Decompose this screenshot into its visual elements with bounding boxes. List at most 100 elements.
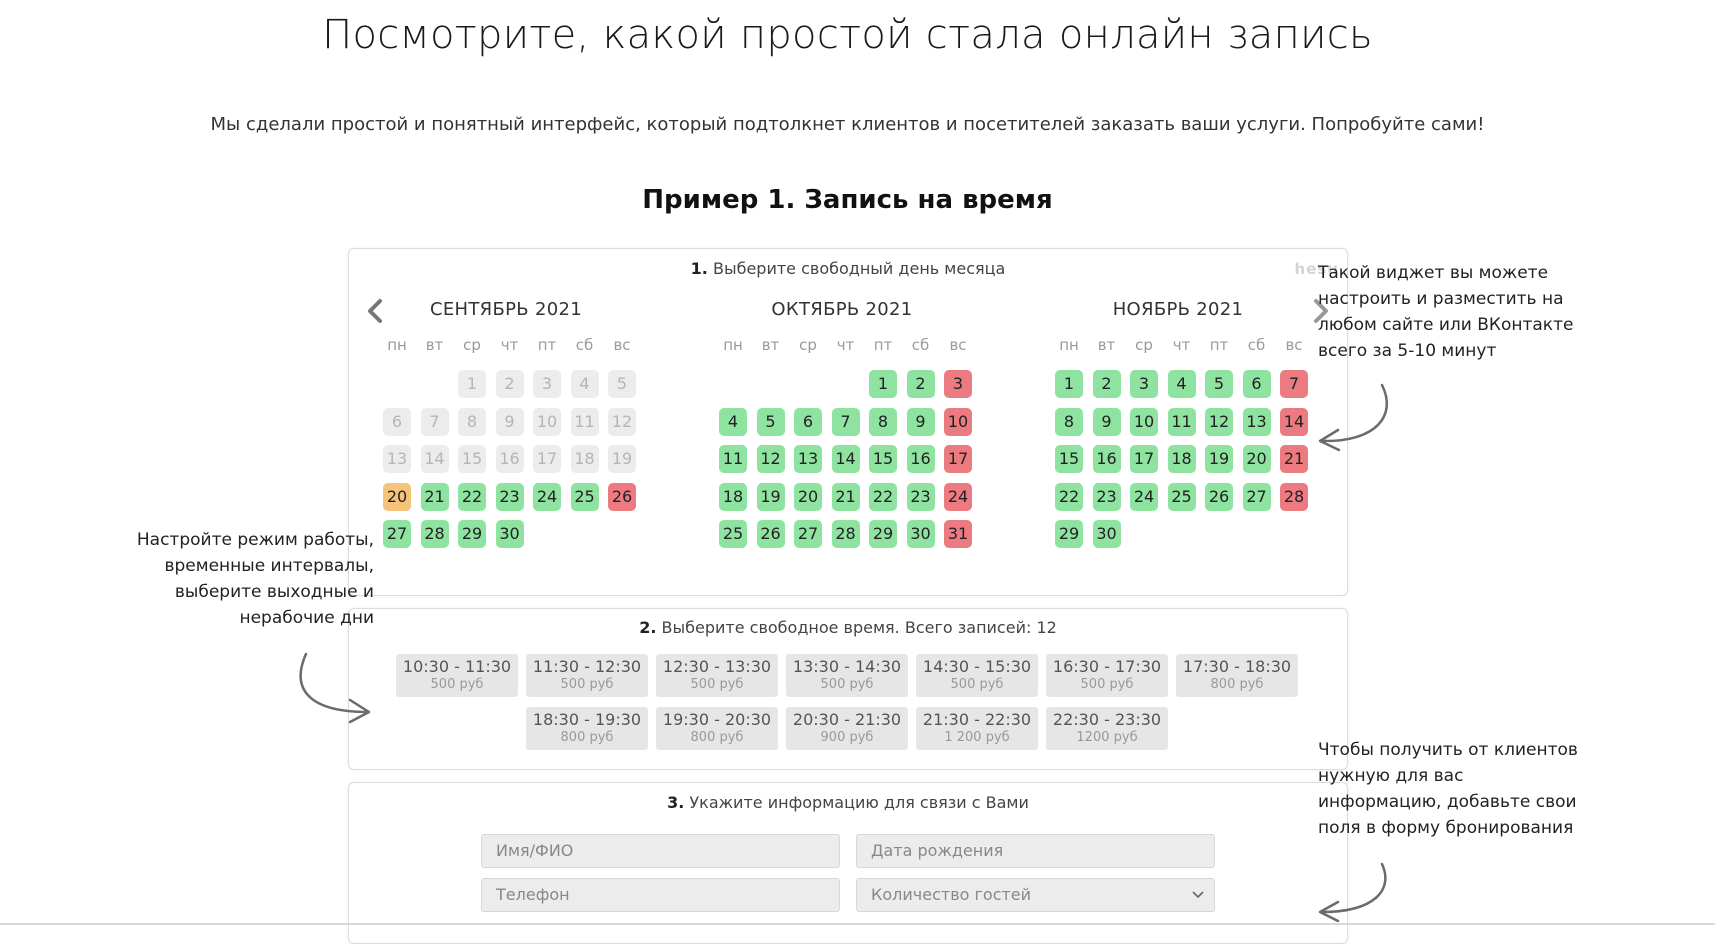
time-slot[interactable]: 19:30 - 20:30 800 руб	[656, 707, 778, 750]
calendar-day[interactable]: 7	[1280, 370, 1308, 398]
calendar-day[interactable]: 24	[533, 482, 561, 511]
time-step-text: Выберите свободное время. Всего записей:…	[661, 618, 1057, 637]
calendar-day[interactable]: 25	[570, 482, 599, 511]
time-slot[interactable]: 22:30 - 23:30 1200 руб	[1046, 707, 1168, 750]
calendar-day[interactable]: 16	[1092, 445, 1121, 473]
curved-arrow-icon	[299, 652, 371, 724]
calendar-day: 18	[570, 445, 599, 473]
calendar-day[interactable]: 22	[1055, 482, 1083, 511]
curved-arrow-icon	[1318, 383, 1388, 452]
calendar-day[interactable]: 17	[944, 445, 972, 473]
calendar-day[interactable]: 9	[906, 407, 935, 436]
calendar-day[interactable]: 3	[1130, 370, 1158, 398]
calendar-day[interactable]: 9	[1092, 407, 1121, 436]
calendar-day[interactable]: 31	[944, 520, 972, 548]
calendar-day[interactable]: 27	[383, 520, 411, 548]
phone-field[interactable]: Телефон	[481, 878, 840, 912]
calendar-day[interactable]: 25	[719, 520, 747, 548]
calendar-day[interactable]: 8	[1055, 407, 1083, 436]
guests-select[interactable]: Количество гостей	[856, 878, 1215, 912]
calendar-day[interactable]: 13	[794, 445, 822, 473]
schedule-annotation-line: временные интервалы,	[164, 556, 374, 576]
calendar-day[interactable]: 26	[608, 482, 636, 511]
calendar-day[interactable]: 16	[906, 445, 935, 473]
time-slot[interactable]: 10:30 - 11:30 500 руб	[396, 654, 518, 697]
name-field[interactable]: Имя/ФИО	[481, 834, 840, 868]
calendar-day[interactable]: 14	[831, 445, 860, 473]
calendar-day[interactable]: 10	[1130, 407, 1158, 436]
calendar-day[interactable]: 7	[831, 407, 860, 436]
calendar-day[interactable]: 5	[756, 407, 785, 436]
time-slot[interactable]: 20:30 - 21:30 900 руб	[786, 707, 908, 750]
time-slot-price: 800 руб	[690, 730, 744, 745]
calendar-day[interactable]: 20	[1242, 445, 1271, 473]
calendar-day[interactable]: 15	[1055, 445, 1083, 473]
time-slot[interactable]: 16:30 - 17:30 500 руб	[1046, 654, 1168, 697]
calendar-day[interactable]: 12	[756, 445, 785, 473]
calendar-day[interactable]: 24	[1130, 482, 1158, 511]
calendar-day[interactable]: 3	[944, 370, 972, 398]
calendar-day[interactable]: 5	[1205, 370, 1233, 398]
calendar-day[interactable]: 1	[869, 370, 897, 398]
calendar-day: 6	[383, 407, 411, 436]
calendar-day[interactable]: 2	[1092, 370, 1121, 398]
calendar-day[interactable]: 26	[756, 520, 785, 548]
calendar-day[interactable]: 6	[1242, 370, 1271, 398]
calendar-day[interactable]: 2	[906, 370, 935, 398]
calendar-day[interactable]: 26	[1205, 482, 1233, 511]
time-slot[interactable]: 13:30 - 14:30 500 руб	[786, 654, 908, 697]
calendar-day[interactable]: 21	[831, 482, 860, 511]
calendar-day[interactable]: 28	[420, 520, 449, 548]
calendar-day[interactable]: 23	[1092, 482, 1121, 511]
birthdate-field[interactable]: Дата рождения	[856, 834, 1215, 868]
calendar-day[interactable]: 1	[1055, 370, 1083, 398]
calendar-day[interactable]: 4	[1167, 370, 1196, 398]
calendar-day[interactable]: 30	[1092, 520, 1121, 548]
calendar-day[interactable]: 6	[794, 407, 822, 436]
time-slot[interactable]: 14:30 - 15:30 500 руб	[916, 654, 1038, 697]
calendar-day[interactable]: 30	[906, 520, 935, 548]
calendar-day[interactable]: 24	[944, 482, 972, 511]
calendar-day[interactable]: 19	[1205, 445, 1233, 473]
time-slot[interactable]: 17:30 - 18:30 800 руб	[1176, 654, 1298, 697]
calendar-day[interactable]: 14	[1280, 407, 1308, 436]
time-slot[interactable]: 12:30 - 13:30 500 руб	[656, 654, 778, 697]
calendar-day[interactable]: 23	[495, 482, 524, 511]
calendar-day[interactable]: 11	[719, 445, 747, 473]
calendar-day[interactable]: 18	[719, 482, 747, 511]
calendar-day[interactable]: 20	[794, 482, 822, 511]
calendar-day[interactable]: 22	[458, 482, 486, 511]
prev-month-arrow-icon[interactable]	[365, 298, 385, 324]
calendar-day[interactable]: 20	[383, 482, 411, 511]
time-slot[interactable]: 21:30 - 22:30 1 200 руб	[916, 707, 1038, 750]
calendar-day[interactable]: 13	[1242, 407, 1271, 436]
calendar-day[interactable]: 17	[1130, 445, 1158, 473]
calendar-day[interactable]: 30	[495, 520, 524, 548]
calendar-day[interactable]: 8	[869, 407, 897, 436]
time-slot-price: 500 руб	[690, 677, 744, 692]
month-title: НОЯБРЬ 2021	[1112, 299, 1244, 320]
widget-annotation: Такой виджет вы можете настроить и разме…	[1318, 260, 1573, 364]
calendar-day[interactable]: 10	[944, 407, 972, 436]
next-month-arrow-icon[interactable]	[1311, 298, 1331, 324]
calendar-day[interactable]: 27	[1242, 482, 1271, 511]
calendar-day[interactable]: 29	[458, 520, 486, 548]
calendar-day[interactable]: 21	[420, 482, 449, 511]
calendar-day[interactable]: 15	[869, 445, 897, 473]
calendar-day[interactable]: 21	[1280, 445, 1308, 473]
calendar-day[interactable]: 25	[1167, 482, 1196, 511]
calendar-day[interactable]: 28	[1280, 482, 1308, 511]
calendar-day[interactable]: 23	[906, 482, 935, 511]
calendar-day[interactable]: 29	[869, 520, 897, 548]
time-slot[interactable]: 18:30 - 19:30 800 руб	[526, 707, 648, 750]
calendar-day[interactable]: 22	[869, 482, 897, 511]
calendar-day[interactable]: 19	[756, 482, 785, 511]
calendar-day[interactable]: 28	[831, 520, 860, 548]
calendar-day[interactable]: 29	[1055, 520, 1083, 548]
time-slot[interactable]: 11:30 - 12:30 500 руб	[526, 654, 648, 697]
calendar-day[interactable]: 18	[1167, 445, 1196, 473]
calendar-day[interactable]: 27	[794, 520, 822, 548]
calendar-day[interactable]: 4	[719, 407, 747, 436]
calendar-day[interactable]: 12	[1205, 407, 1233, 436]
calendar-day[interactable]: 11	[1167, 407, 1196, 436]
